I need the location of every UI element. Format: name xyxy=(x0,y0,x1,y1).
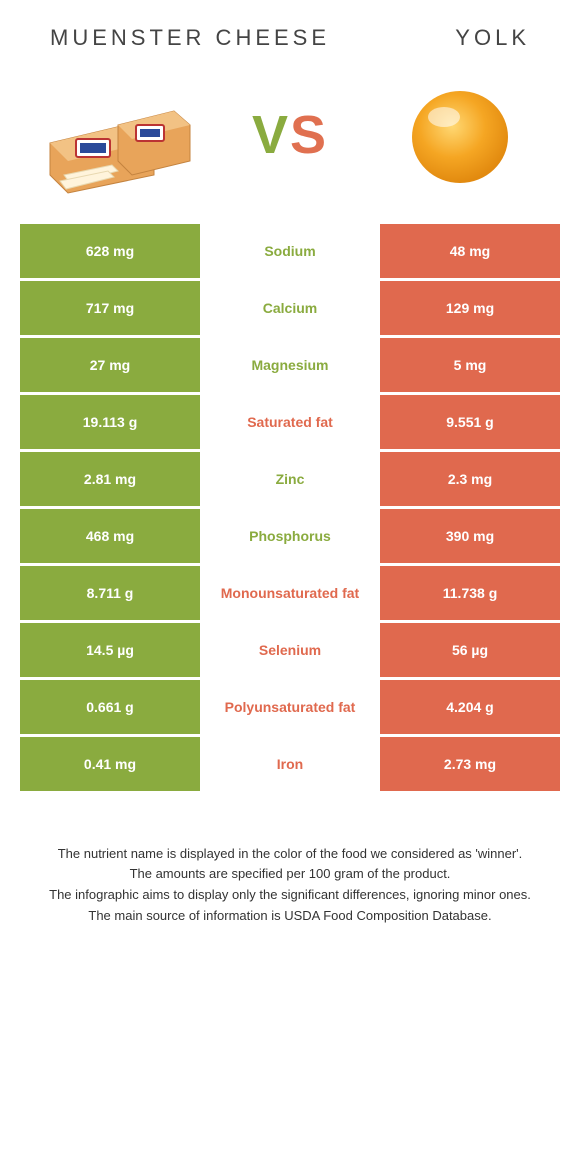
nutrient-name: Saturated fat xyxy=(200,395,380,449)
right-value: 11.738 g xyxy=(380,566,560,620)
left-value: 628 mg xyxy=(20,224,200,278)
images-row: VS xyxy=(0,60,580,224)
left-value: 717 mg xyxy=(20,281,200,335)
table-row: 27 mgMagnesium5 mg xyxy=(20,338,560,392)
yolk-image xyxy=(380,70,540,200)
nutrient-name: Phosphorus xyxy=(200,509,380,563)
right-value: 2.73 mg xyxy=(380,737,560,791)
vs-label: VS xyxy=(252,104,328,166)
table-row: 468 mgPhosphorus390 mg xyxy=(20,509,560,563)
nutrient-name: Selenium xyxy=(200,623,380,677)
nutrient-name: Sodium xyxy=(200,224,380,278)
left-value: 2.81 mg xyxy=(20,452,200,506)
left-value: 19.113 g xyxy=(20,395,200,449)
vs-s: S xyxy=(290,105,328,165)
right-value: 129 mg xyxy=(380,281,560,335)
table-row: 628 mgSodium48 mg xyxy=(20,224,560,278)
left-value: 468 mg xyxy=(20,509,200,563)
right-food-title: YOLK xyxy=(455,24,530,52)
table-row: 19.113 gSaturated fat9.551 g xyxy=(20,395,560,449)
table-row: 14.5 µgSelenium56 µg xyxy=(20,623,560,677)
right-value: 56 µg xyxy=(380,623,560,677)
left-value: 8.711 g xyxy=(20,566,200,620)
right-value: 48 mg xyxy=(380,224,560,278)
right-value: 390 mg xyxy=(380,509,560,563)
footer-line-4: The main source of information is USDA F… xyxy=(28,906,552,927)
nutrient-name: Magnesium xyxy=(200,338,380,392)
nutrient-name: Calcium xyxy=(200,281,380,335)
header-titles: MUENSTER CHEESE YOLK xyxy=(0,0,580,60)
left-value: 27 mg xyxy=(20,338,200,392)
left-value: 14.5 µg xyxy=(20,623,200,677)
left-value: 0.41 mg xyxy=(20,737,200,791)
left-food-title: MUENSTER CHEESE xyxy=(50,24,330,52)
left-value: 0.661 g xyxy=(20,680,200,734)
vs-v: V xyxy=(252,105,290,165)
nutrient-name: Zinc xyxy=(200,452,380,506)
right-value: 9.551 g xyxy=(380,395,560,449)
footer-notes: The nutrient name is displayed in the co… xyxy=(0,794,580,927)
nutrient-name: Iron xyxy=(200,737,380,791)
footer-line-1: The nutrient name is displayed in the co… xyxy=(28,844,552,865)
nutrient-name: Polyunsaturated fat xyxy=(200,680,380,734)
table-row: 717 mgCalcium129 mg xyxy=(20,281,560,335)
cheese-image xyxy=(40,70,200,200)
table-row: 0.661 gPolyunsaturated fat4.204 g xyxy=(20,680,560,734)
table-row: 0.41 mgIron2.73 mg xyxy=(20,737,560,791)
footer-line-3: The infographic aims to display only the… xyxy=(28,885,552,906)
right-value: 2.3 mg xyxy=(380,452,560,506)
table-row: 2.81 mgZinc2.3 mg xyxy=(20,452,560,506)
right-value: 5 mg xyxy=(380,338,560,392)
right-value: 4.204 g xyxy=(380,680,560,734)
comparison-table: 628 mgSodium48 mg717 mgCalcium129 mg27 m… xyxy=(20,224,560,791)
table-row: 8.711 gMonounsaturated fat11.738 g xyxy=(20,566,560,620)
nutrient-name: Monounsaturated fat xyxy=(200,566,380,620)
footer-line-2: The amounts are specified per 100 gram o… xyxy=(28,864,552,885)
